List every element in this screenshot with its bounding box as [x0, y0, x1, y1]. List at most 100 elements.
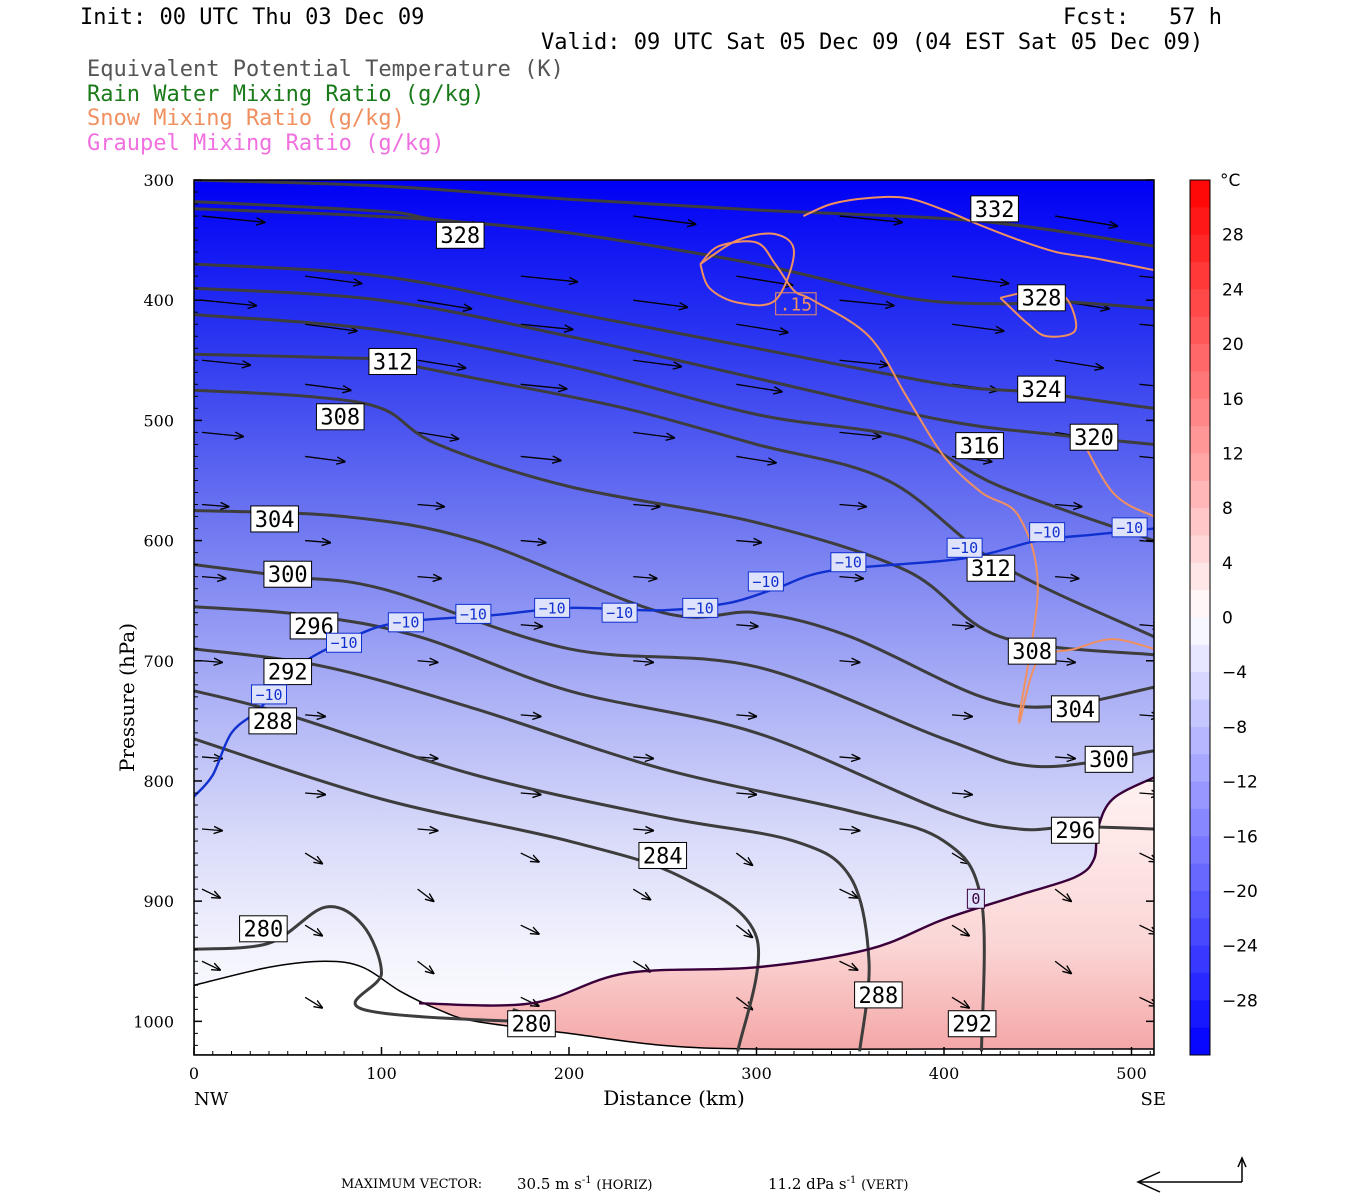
- wind-vectors: [201, 215, 1154, 1009]
- wind-vector: [633, 299, 687, 307]
- wind-vector: [305, 323, 357, 331]
- wind-vector: [839, 299, 894, 305]
- wind-vector: [951, 323, 1004, 331]
- colorbar-label: −16: [1222, 827, 1258, 847]
- isotherm-label: −10: [1116, 519, 1143, 537]
- wind-vector: [201, 432, 243, 436]
- wind-vector: [417, 661, 438, 663]
- isotherm-label-box: [966, 888, 985, 909]
- wind-vector: [736, 625, 757, 627]
- wind-vector: [736, 541, 761, 543]
- colorbar-label: 4: [1222, 554, 1233, 574]
- wind-vector: [520, 924, 539, 934]
- valid-time: Valid: 09 UTC Sat 05 Dec 09 (04 EST Sat …: [541, 30, 1204, 55]
- wind-vector: [520, 383, 567, 389]
- theta-e-contour: [194, 207, 438, 222]
- isotherm-label-box: [946, 537, 983, 558]
- wind-vector: [633, 359, 681, 366]
- isotherm-label-box: [601, 602, 638, 623]
- colorbar-swatch: [1190, 207, 1210, 236]
- wind-vector: [633, 431, 674, 437]
- wind-vector: [1139, 924, 1154, 934]
- wind-vector: [305, 793, 325, 795]
- isotherm-label: −10: [752, 573, 779, 591]
- theta-e-label: 292: [952, 1013, 992, 1038]
- wind-vector: [201, 960, 220, 970]
- wind-vector: [520, 541, 546, 543]
- theta-e-label: 296: [1055, 819, 1095, 844]
- colorbar-swatch: [1190, 180, 1210, 208]
- x-tick-label: 200: [554, 1064, 585, 1083]
- colorbar-label: 20: [1222, 335, 1244, 355]
- isotherm-label: −10: [255, 686, 282, 704]
- colorbar-swatch: [1190, 972, 1210, 1001]
- theta-e-label: 292: [268, 661, 308, 686]
- colorbar-swatch: [1190, 672, 1210, 701]
- theta-e-label: 324: [1022, 378, 1062, 403]
- isotherm-label: −10: [835, 554, 862, 572]
- colorbar-swatch: [1190, 699, 1210, 728]
- wind-vector: [736, 323, 787, 332]
- colorbar-swatch: [1190, 289, 1210, 318]
- wind-vector: [417, 299, 472, 309]
- colorbar-swatch: [1190, 453, 1210, 482]
- colorbar-swatch: [1190, 234, 1210, 263]
- wind-vector: [201, 215, 264, 222]
- y-tick-label: 500: [143, 411, 174, 430]
- theta-e-label: 320: [1074, 426, 1114, 451]
- theta-e-label-box: [970, 195, 1019, 223]
- theta-e-label-box: [263, 658, 313, 686]
- theta-e-contour: [194, 286, 1154, 446]
- theta-e-contour: [194, 509, 1154, 709]
- variable-rain-water: Rain Water Mixing Ratio (g/kg): [87, 82, 485, 107]
- colorbar-swatch: [1190, 918, 1210, 947]
- colorbar-swatch: [1190, 890, 1210, 919]
- theta-e-label-box: [239, 915, 288, 943]
- isotherm-label-box: [326, 632, 362, 653]
- isotherm-label: −10: [606, 604, 633, 622]
- colorbar-label: 12: [1222, 444, 1244, 464]
- wind-vector: [1139, 323, 1154, 327]
- colorbar-swatch: [1190, 644, 1210, 673]
- x-tick-label: 400: [929, 1064, 960, 1083]
- isotherm-label: −10: [460, 605, 487, 623]
- x-tick-label: 500: [1116, 1064, 1147, 1083]
- wind-vector: [201, 757, 222, 759]
- colorbar: 28 24 20 16 12 8 4 0 −4 −8 −12 −16 −20 −24 −28 °C: [1189, 171, 1258, 1056]
- wind-vector: [304, 852, 322, 863]
- y-tick-label: 800: [143, 772, 174, 791]
- wind-vector: [839, 505, 866, 507]
- colorbar-swatch: [1190, 480, 1210, 509]
- wind-vector: [305, 275, 361, 283]
- isotherm-label-box: [251, 684, 287, 705]
- wind-vector: [736, 793, 756, 795]
- isotherm-label-box: [1029, 522, 1066, 543]
- wind-vector: [201, 577, 225, 579]
- colorbar-swatch: [1190, 508, 1210, 536]
- isotherm-label: −10: [1034, 524, 1061, 542]
- wind-vector: [736, 455, 775, 462]
- wind-vector: [632, 888, 650, 899]
- wind-vector: [201, 661, 222, 663]
- wind-vector: [304, 996, 322, 1007]
- colorbar-label: −4: [1222, 663, 1247, 683]
- isotherm-label-box: [830, 552, 867, 573]
- wind-vector: [839, 661, 860, 663]
- theta-e-label-box: [435, 221, 485, 249]
- wind-vector: [951, 275, 1008, 283]
- colorbar-swatch: [1190, 808, 1210, 837]
- wind-vector: [1139, 625, 1154, 627]
- theta-e-label: 328: [1022, 287, 1062, 312]
- theta-e-contour: [194, 388, 1154, 657]
- theta-e-contour: [194, 180, 1154, 248]
- x-right-end-label: SE: [1141, 1089, 1166, 1110]
- theta-e-label-box: [368, 347, 418, 375]
- colorbar-frame: [1189, 179, 1211, 1056]
- colorbar-label: −12: [1222, 773, 1258, 793]
- colorbar-swatch: [1190, 535, 1210, 564]
- isotherm-label-box: [455, 603, 492, 624]
- wind-vector: [839, 888, 858, 898]
- theta-e-label: 312: [971, 557, 1011, 582]
- colorbar-swatch: [1190, 316, 1210, 345]
- wind-vector: [1055, 215, 1117, 226]
